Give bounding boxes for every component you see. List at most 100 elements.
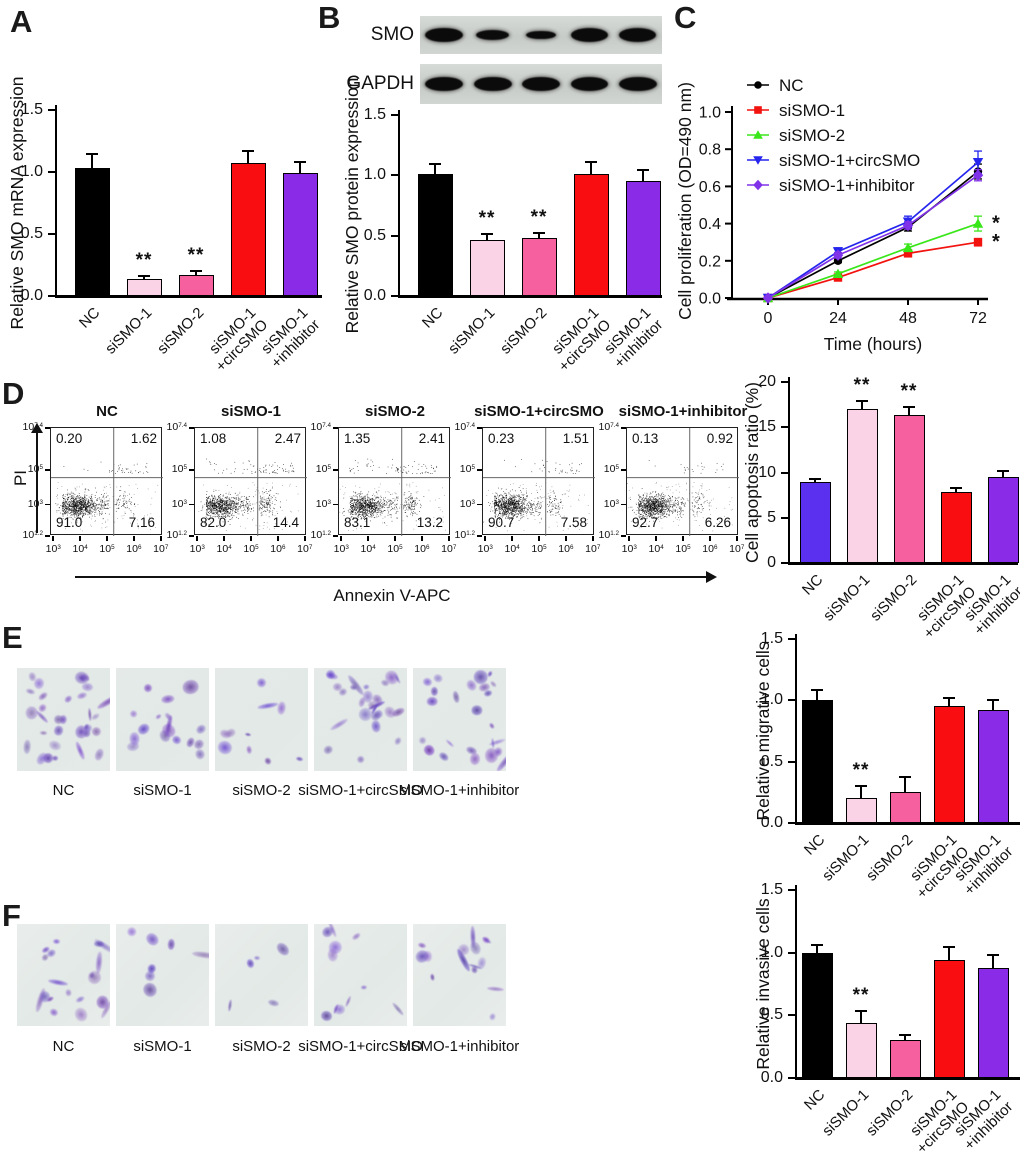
flow-x-tick-label: 105 [243, 543, 259, 555]
stained-cell [256, 700, 279, 711]
flow-x-tick-label: 106 [126, 543, 142, 555]
stained-cell [362, 684, 371, 691]
marker-diamond [832, 249, 844, 261]
stained-cell [245, 745, 252, 754]
y-tick-label: 0.0 [699, 291, 721, 308]
quadrant-value-ur: 1.62 [130, 431, 157, 446]
flow-y-tick-label: 105 [459, 462, 475, 475]
y-axis-title: Relative migrative cells [753, 641, 773, 821]
y-tick-label: 0.5 [760, 1006, 783, 1024]
stained-cell [128, 708, 139, 719]
flow-x-tick-label: 107 [585, 543, 601, 555]
flow-x-tick-label: 106 [702, 543, 718, 555]
stained-cell [37, 690, 49, 702]
flow-x-tick-mark [448, 536, 450, 541]
flow-y-tick-label: 105 [27, 462, 43, 475]
microscopy-image-label: NC [52, 782, 75, 799]
stained-cell [488, 1012, 497, 1021]
error-bar-cap [855, 1010, 867, 1013]
category-label-line: siSMO-1 [102, 304, 156, 358]
flow-x-tick-mark [511, 536, 513, 541]
y-tick-label: 0.5 [760, 752, 783, 770]
stained-cell [362, 690, 373, 703]
stained-cell [90, 725, 103, 739]
y-tick-mark [391, 295, 398, 297]
bar [977, 710, 1009, 823]
bar [987, 477, 1019, 563]
y-tick-label: 0.2 [699, 253, 721, 270]
error-bar-line [814, 477, 816, 485]
legend-label: siSMO-1+circSMO [779, 151, 920, 170]
flow-x-tick-mark [304, 536, 306, 541]
flow-y-tick-mark [333, 427, 338, 429]
quadrant-value-ul: 0.13 [632, 431, 659, 446]
y-tick-mark [781, 381, 788, 383]
significance-label: ** [478, 208, 496, 230]
x-axis [398, 295, 662, 298]
panel-label-e: E [2, 620, 23, 655]
flow-x-tick-mark [52, 536, 54, 541]
stained-cell [96, 693, 110, 711]
stained-cell [332, 682, 342, 691]
flow-x-tick-label: 106 [558, 543, 574, 555]
stained-cell [224, 726, 238, 739]
quadrant-value-lr: 14.4 [272, 515, 299, 530]
bar [889, 792, 921, 823]
series-line [767, 222, 979, 299]
error-bar-cap [943, 946, 955, 949]
y-tick-mark [48, 295, 55, 297]
blot-band [570, 76, 609, 91]
flow-y-tick-label: 101.2 [310, 529, 331, 541]
flow-x-tick-label: 106 [270, 543, 286, 555]
flow-x-tick-mark [196, 536, 198, 541]
significance-label: * [992, 231, 1000, 253]
y-tick-label: 5 [767, 508, 776, 526]
microscopy-image-label: NC [52, 1038, 75, 1055]
flow-y-tick-mark [477, 469, 482, 471]
y-tick-mark [781, 471, 788, 474]
stained-cell [167, 938, 175, 950]
marker-circle [754, 81, 762, 89]
error-bar-line [904, 1034, 906, 1043]
stained-cell [191, 949, 209, 960]
x-tick-label: 48 [899, 310, 917, 327]
stained-cell [40, 730, 48, 736]
error-bar-line [538, 232, 540, 241]
stained-cell [469, 752, 481, 766]
flow-x-tick-mark [736, 536, 738, 541]
y-axis [788, 377, 790, 563]
microscopy-image-label: siSMO-1+inhibitor [399, 1038, 520, 1055]
flow-y-tick-mark [621, 535, 626, 537]
y-tick-label: 0.0 [20, 287, 43, 304]
category-label: siSMO-1 [52, 304, 156, 409]
error-bar-cap [429, 163, 441, 166]
y-tick-label: 20 [758, 373, 776, 390]
flow-x-tick-label: 104 [360, 543, 376, 555]
flow-plot: siSMO-2 1.35 2.41 83.1 13.2 107.4 105 103 101.2 1… [311, 403, 457, 555]
blot-band [522, 76, 560, 91]
flow-x-tick-label: 107 [153, 543, 169, 555]
bar [799, 482, 831, 563]
legend-label: siSMO-1 [779, 101, 845, 120]
stained-cell [471, 704, 483, 716]
error-bar-cap [190, 269, 202, 272]
flow-y-tick-label: 105 [603, 462, 619, 475]
blot-band [525, 30, 557, 40]
y-tick-label: 10 [758, 463, 776, 481]
error-bar-cap [899, 1034, 911, 1037]
annexin-axis-arrow-line [75, 576, 708, 578]
panel-label-d: D [2, 376, 25, 411]
microscopy-image [17, 924, 110, 1026]
flow-x-tick-mark [421, 536, 423, 541]
blot-strip [420, 16, 662, 54]
flow-x-tick-label: 104 [72, 543, 88, 555]
stained-cell [125, 925, 138, 938]
stained-cell [53, 724, 65, 736]
stained-cell [47, 978, 69, 988]
flow-y-tick-mark [189, 535, 194, 537]
proliferation-plot: 0.0 0.2 0.4 0.6 0.8 1.0 0 24 48 72 Time (hours) Cel… [675, 76, 1000, 354]
error-bar-cap [987, 699, 999, 702]
significance-label: ** [530, 207, 548, 229]
error-bar-cap [138, 274, 150, 277]
microscopy-image [116, 924, 209, 1026]
